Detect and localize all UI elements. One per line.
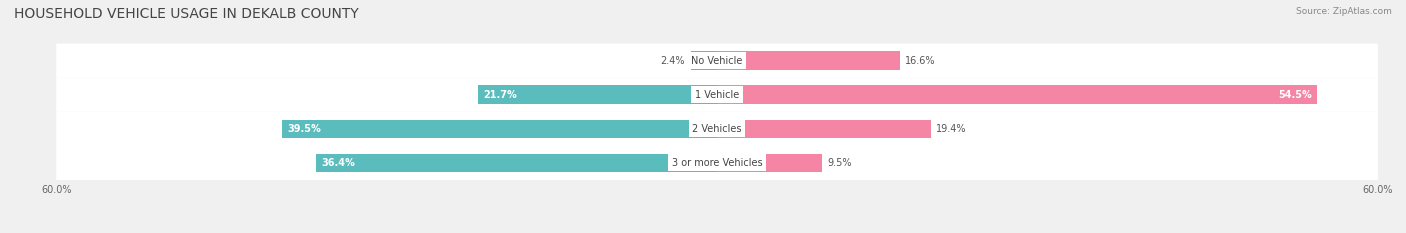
Bar: [717, 51, 900, 70]
Text: 2 Vehicles: 2 Vehicles: [692, 124, 742, 134]
Text: 2.4%: 2.4%: [661, 56, 685, 66]
Text: 1 Vehicle: 1 Vehicle: [695, 90, 740, 100]
FancyBboxPatch shape: [56, 146, 1378, 180]
Text: 21.7%: 21.7%: [484, 90, 517, 100]
FancyBboxPatch shape: [56, 112, 1378, 146]
Text: No Vehicle: No Vehicle: [692, 56, 742, 66]
FancyBboxPatch shape: [56, 44, 1378, 78]
Text: 54.5%: 54.5%: [1278, 90, 1312, 100]
Text: 16.6%: 16.6%: [905, 56, 936, 66]
Text: 3 or more Vehicles: 3 or more Vehicles: [672, 158, 762, 168]
Text: 19.4%: 19.4%: [936, 124, 967, 134]
FancyBboxPatch shape: [56, 78, 1378, 112]
Bar: [717, 86, 1317, 104]
Bar: [690, 51, 717, 70]
Bar: [478, 86, 717, 104]
Text: 9.5%: 9.5%: [827, 158, 852, 168]
Text: 39.5%: 39.5%: [287, 124, 322, 134]
Bar: [283, 120, 717, 138]
Text: Source: ZipAtlas.com: Source: ZipAtlas.com: [1296, 7, 1392, 16]
Text: HOUSEHOLD VEHICLE USAGE IN DEKALB COUNTY: HOUSEHOLD VEHICLE USAGE IN DEKALB COUNTY: [14, 7, 359, 21]
Bar: [316, 154, 717, 172]
Bar: [717, 120, 931, 138]
Bar: [717, 154, 821, 172]
Text: 36.4%: 36.4%: [322, 158, 356, 168]
